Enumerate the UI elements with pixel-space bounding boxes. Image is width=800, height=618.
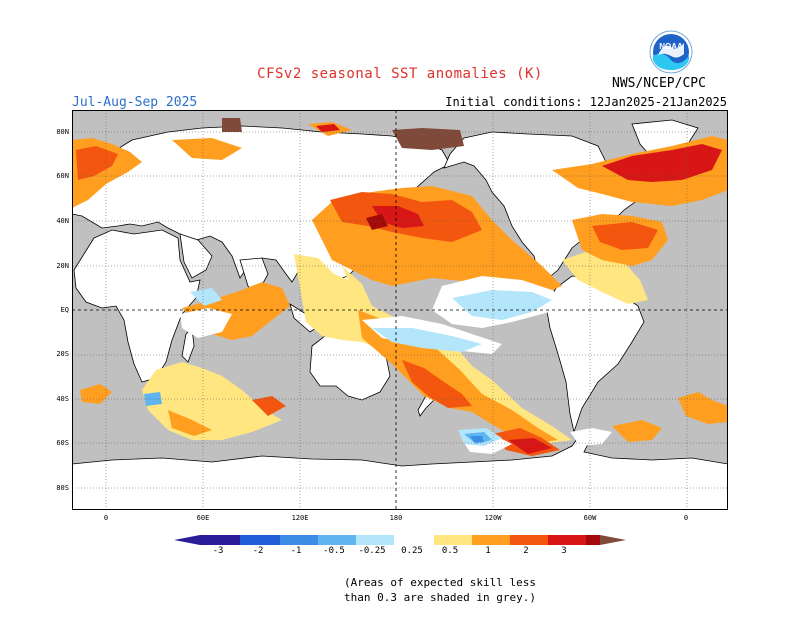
colorbar-bin-pos05 [472, 535, 510, 545]
season-label: Jul-Aug-Sep 2025 [72, 95, 198, 110]
colorbar-arrow-high [600, 535, 626, 545]
lon-label-0-east: 0 [683, 514, 689, 522]
colorbar-label-neg025: -0.25 [358, 546, 386, 556]
lat-label-40n: 40N [56, 217, 69, 225]
lon-label-180: 180 [389, 514, 403, 522]
colorbar-bin-neg3 [200, 535, 240, 545]
colorbar-label-pos3: 3 [561, 546, 567, 556]
colorbar-label-neg05: -0.5 [323, 546, 345, 556]
noaa-logo: NOAA [649, 30, 693, 74]
lon-label-60e: 60E [196, 514, 210, 522]
lat-label-20n: 20N [56, 262, 69, 270]
lat-label-60n: 60N [56, 172, 69, 180]
lat-label-80s: 80S [56, 484, 69, 492]
lon-label-120w: 120W [484, 514, 502, 522]
colorbar-label-pos025: 0.25 [401, 546, 423, 556]
lat-label-60s: 60S [56, 439, 69, 447]
colorbar-label-pos2: 2 [523, 546, 529, 556]
lat-label-80n: 80N [56, 128, 69, 136]
land-antarctica [72, 431, 728, 510]
lat-label-eq: EQ [60, 306, 69, 314]
positive-anomaly-regions [72, 118, 728, 456]
lat-label-20s: 20S [56, 350, 69, 358]
initial-conditions-label: Initial conditions: 12Jan2025-21Jan2025 [445, 95, 727, 109]
colorbar-bin-neg1 [280, 535, 318, 545]
graticule [72, 110, 728, 510]
colorbar-arrow-low [174, 535, 200, 545]
colorbar-bin-pos025 [434, 535, 472, 545]
negative-anomaly-regions [144, 288, 552, 446]
colorbar-bin-neg025 [356, 535, 394, 545]
colorbar-label-pos1: 1 [485, 546, 491, 556]
land-arabia [179, 233, 213, 279]
colorbar-bin-pos2 [548, 535, 586, 545]
land-africa [73, 229, 201, 383]
lon-label-0: 0 [103, 514, 109, 522]
sst-anomaly-map [72, 110, 728, 510]
agency-label: NWS/NCEP/CPC [612, 76, 706, 91]
colorbar-label-pos05: 0.5 [441, 546, 459, 556]
colorbar-bin-pos1 [510, 535, 548, 545]
noaa-logo-text: NOAA [659, 42, 683, 51]
map-title: CFSv2 seasonal SST anomalies (K) [257, 66, 543, 82]
colorbar [174, 535, 626, 545]
skill-note-line1: (Areas of expected skill less [343, 576, 537, 589]
skill-note-line2: than 0.3 are shaded in grey.) [343, 591, 537, 604]
lat-label-40s: 40S [56, 395, 69, 403]
colorbar-bin-neutral [394, 535, 434, 545]
lon-label-120e: 120E [291, 514, 309, 522]
colorbar-bin-pos3 [586, 535, 600, 545]
equator-dateline [72, 110, 728, 510]
colorbar-bin-neg2 [240, 535, 280, 545]
colorbar-bin-neg05 [318, 535, 356, 545]
map-frame [72, 110, 728, 510]
colorbar-label-neg1: -1 [290, 546, 302, 556]
colorbar-label-neg3: -3 [212, 546, 224, 556]
colorbar-label-neg2: -2 [252, 546, 264, 556]
skill-note: (Areas of expected skill less than 0.3 a… [340, 575, 540, 605]
lon-label-60w: 60W [583, 514, 597, 522]
